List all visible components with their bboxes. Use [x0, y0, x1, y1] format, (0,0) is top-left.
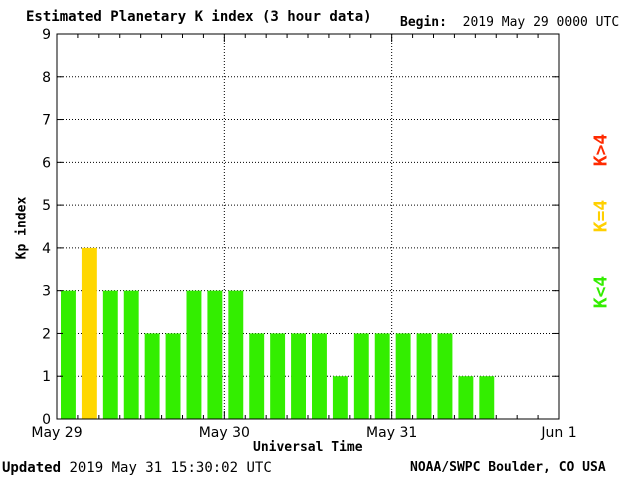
- bar: [332, 376, 348, 419]
- bar: [123, 290, 139, 419]
- bar: [186, 290, 202, 419]
- y-tick-label: 4: [42, 241, 51, 257]
- bar: [270, 333, 286, 419]
- legend-k-equal-4: K=4: [590, 199, 612, 233]
- bar: [458, 376, 474, 419]
- bar: [291, 333, 306, 419]
- bar: [144, 333, 160, 419]
- y-tick-label: 0: [42, 412, 51, 428]
- y-tick-label: 1: [42, 369, 51, 385]
- updated-label: Updated: [2, 460, 62, 476]
- bar: [249, 333, 265, 419]
- y-tick-label: 3: [42, 284, 51, 300]
- x-tick-label: May 29: [31, 425, 82, 441]
- y-tick-label: 5: [42, 198, 51, 214]
- x-tick-label: May 30: [199, 425, 250, 441]
- x-tick-label: May 31: [366, 425, 417, 441]
- updated-value: 2019 May 31 15:30:02 UTC: [69, 460, 272, 476]
- bar: [207, 290, 223, 419]
- credit-text: NOAA/SWPC Boulder, CO USA: [410, 460, 606, 475]
- bar: [395, 333, 411, 419]
- bar: [479, 376, 495, 419]
- y-tick-label: 7: [42, 113, 51, 129]
- x-tick-label: Jun 1: [540, 425, 576, 441]
- y-tick-label: 6: [42, 155, 51, 171]
- legend-k-greater-4: K>4: [590, 133, 612, 167]
- bar: [312, 333, 327, 419]
- y-tick-label: 2: [42, 326, 51, 342]
- bar: [437, 333, 453, 419]
- bar: [165, 333, 181, 419]
- bar: [416, 333, 432, 419]
- bar: [102, 290, 118, 419]
- y-tick-label: 8: [42, 70, 51, 86]
- bar: [61, 290, 76, 419]
- bar: [81, 247, 97, 419]
- chart-title: Estimated Planetary K index (3 hour data…: [26, 9, 372, 25]
- y-axis-label: Kp index: [14, 196, 30, 260]
- bar: [228, 290, 244, 419]
- legend-k-less-4: K<4: [590, 275, 612, 309]
- begin-time: Begin: 2019 May 29 0000 UTC: [400, 15, 619, 30]
- begin-label: Begin:: [400, 15, 447, 30]
- bar: [353, 333, 369, 419]
- x-axis-label: Universal Time: [253, 440, 363, 455]
- y-tick-label: 9: [42, 27, 51, 43]
- updated-timestamp: Updated 2019 May 31 15:30:02 UTC: [2, 460, 272, 476]
- begin-value: 2019 May 29 0000 UTC: [462, 15, 620, 30]
- bar: [374, 333, 390, 419]
